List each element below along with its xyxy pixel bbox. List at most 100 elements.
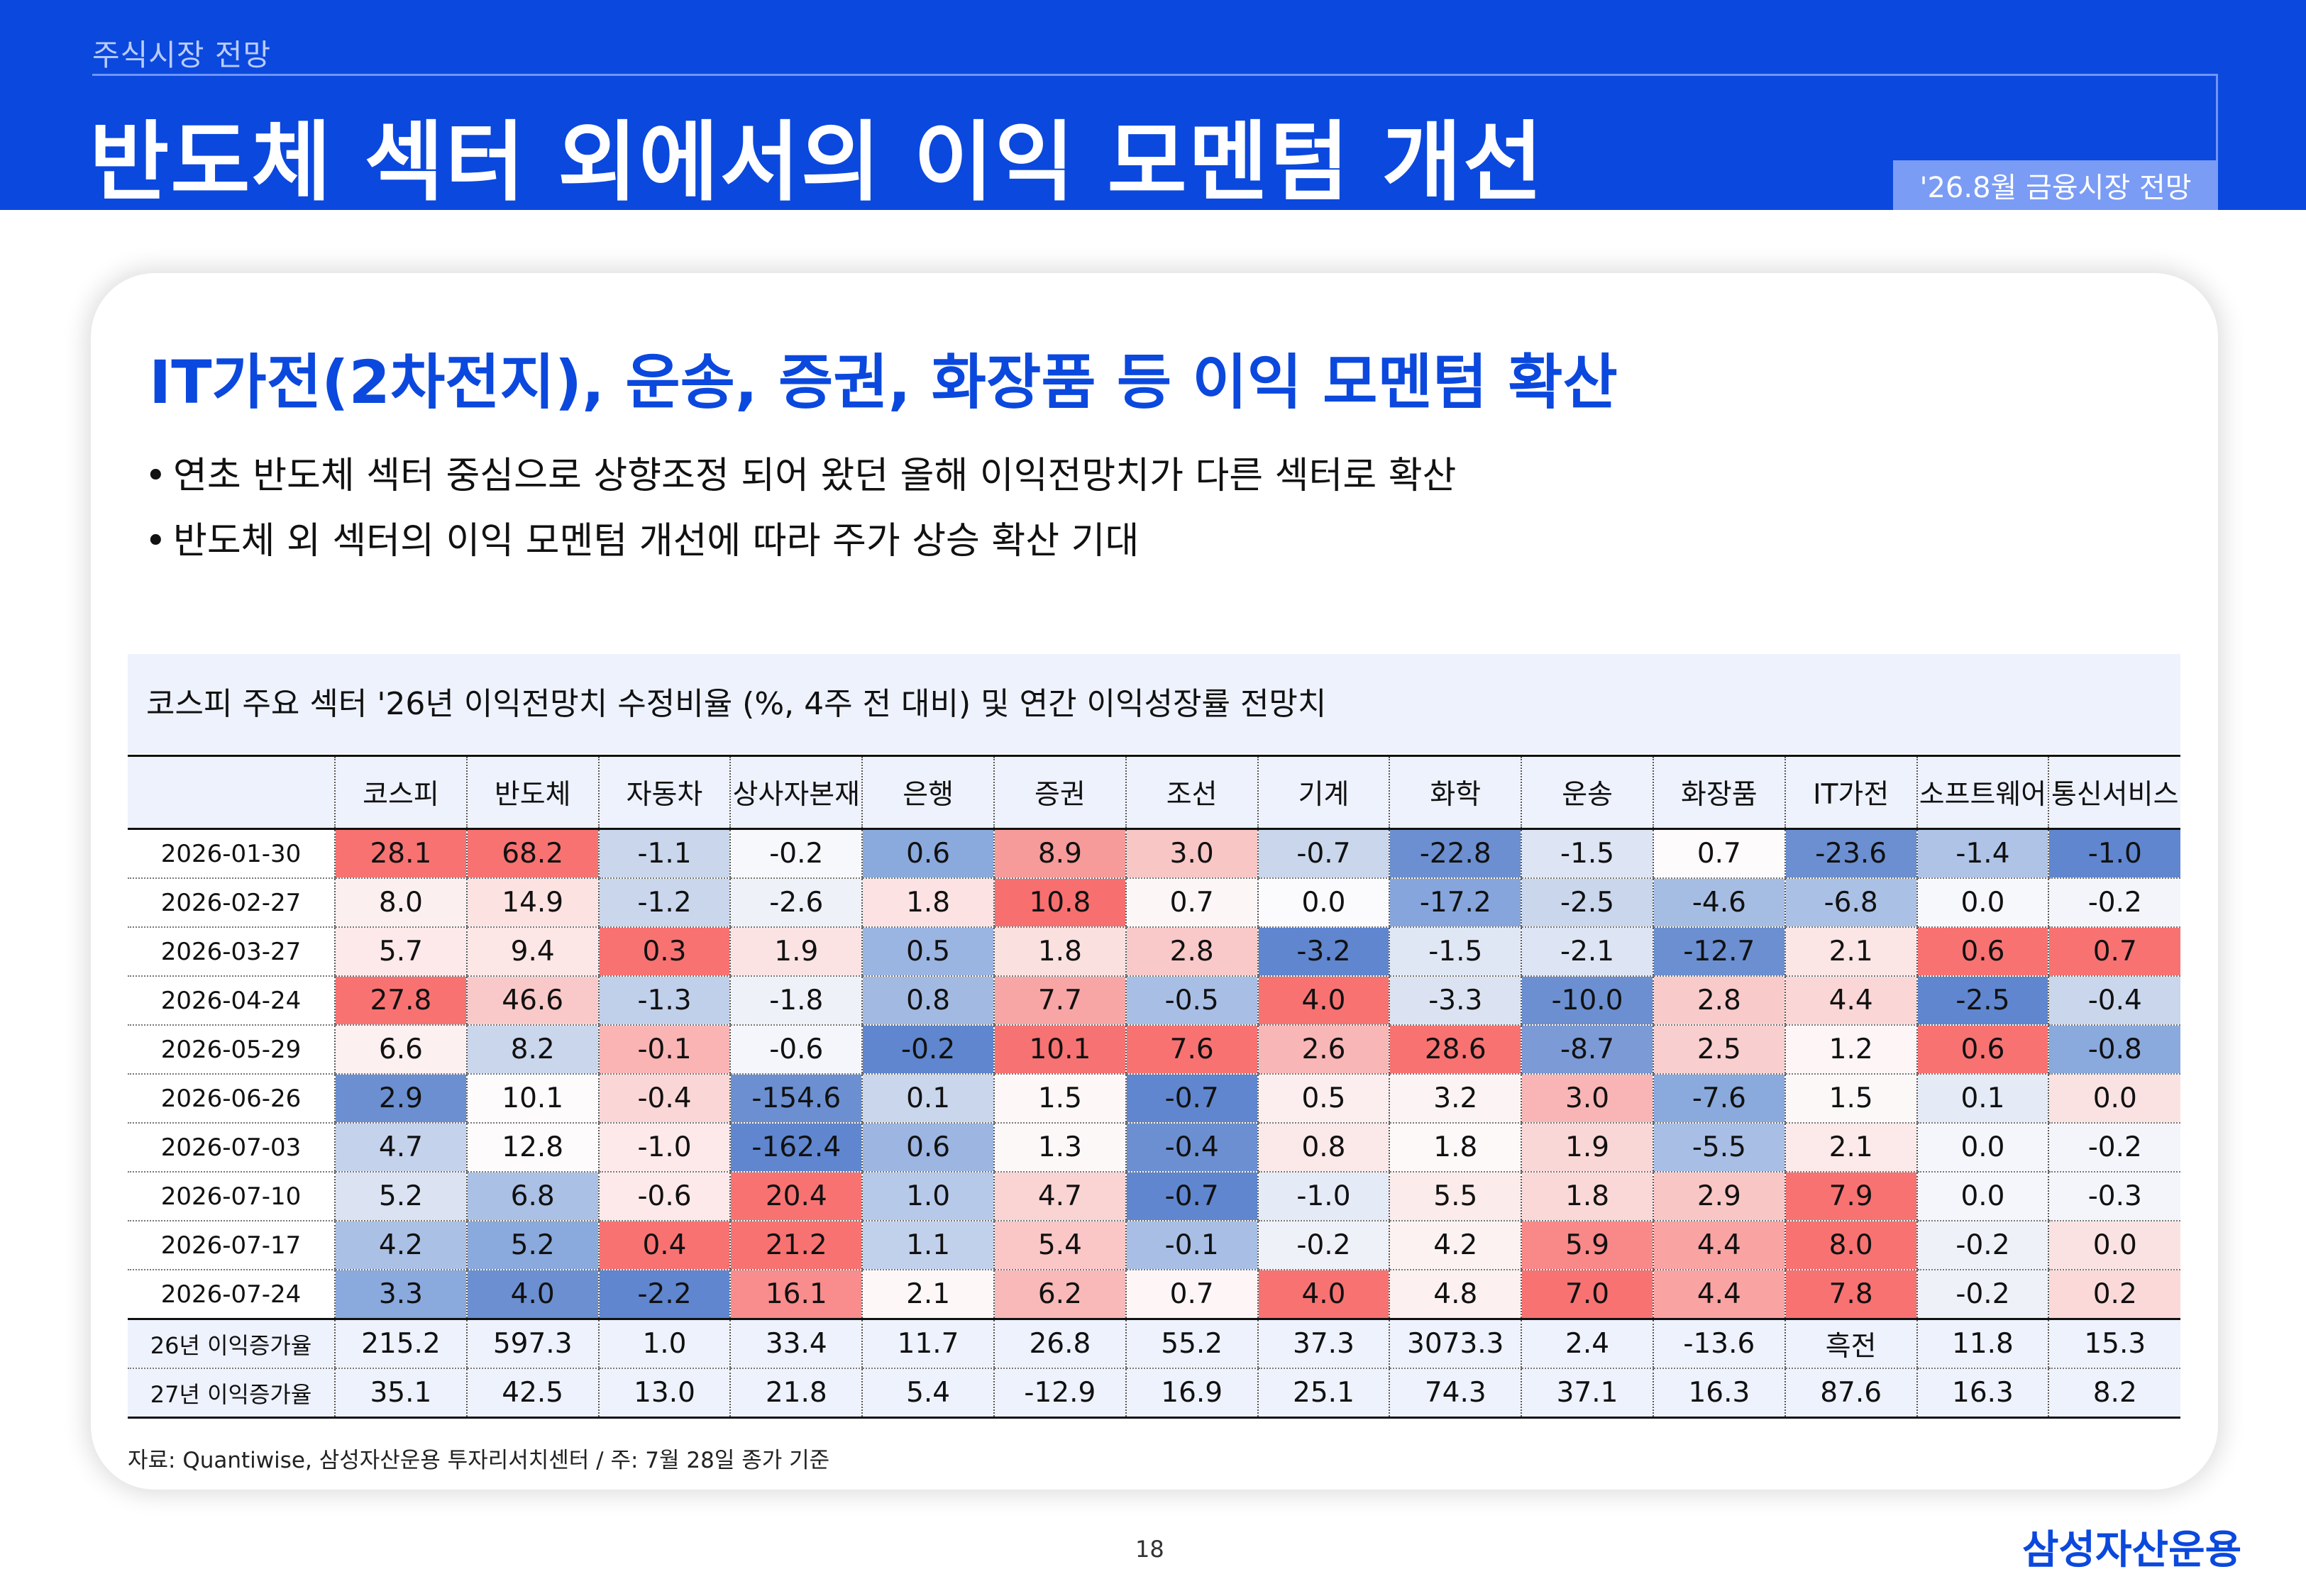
value-cell: 9.4 bbox=[465, 927, 599, 977]
value-cell: 27.8 bbox=[334, 976, 467, 1026]
value-cell: -4.6 bbox=[1652, 878, 1785, 928]
value-cell: 0.4 bbox=[597, 1221, 731, 1270]
value-cell: 4.8 bbox=[1389, 1270, 1522, 1320]
value-cell: 0.1 bbox=[861, 1074, 994, 1124]
value-cell: 1.5 bbox=[993, 1074, 1126, 1124]
value-cell: 0.0 bbox=[2048, 1221, 2181, 1270]
value-cell: 1.8 bbox=[1389, 1123, 1522, 1173]
value-cell: -0.4 bbox=[597, 1074, 731, 1124]
table-row: 2026-02-27 8.0 14.9 -1.2 -2.6 1.8 10.8 0.7 0.0 -1… bbox=[128, 878, 2181, 928]
value-cell: -1.0 bbox=[597, 1123, 731, 1173]
value-cell: -1.0 bbox=[2048, 829, 2181, 879]
value-cell: 2.8 bbox=[1125, 927, 1258, 977]
value-cell: 3.0 bbox=[1125, 829, 1258, 879]
bullet-dot: • bbox=[145, 520, 167, 563]
value-cell: -0.1 bbox=[1125, 1221, 1258, 1270]
value-cell: 0.0 bbox=[2048, 1074, 2181, 1124]
value-cell: 4.4 bbox=[1784, 976, 1917, 1026]
value-cell: -13.6 bbox=[1652, 1318, 1785, 1369]
value-cell: 0.7 bbox=[1125, 878, 1258, 928]
value-cell: -2.2 bbox=[597, 1270, 731, 1320]
header-corner-cell bbox=[128, 755, 335, 830]
value-cell: 0.7 bbox=[1125, 1270, 1258, 1320]
value-cell: 42.5 bbox=[465, 1368, 599, 1419]
table-row: 2026-05-29 6.6 8.2 -0.1 -0.6 -0.2 10.1 7.6 2.6 28… bbox=[128, 1025, 2181, 1075]
table-row: 2026-07-10 5.2 6.8 -0.6 20.4 1.0 4.7 -0.7 -1.0 5.… bbox=[128, 1172, 2181, 1221]
value-cell: -1.2 bbox=[597, 878, 731, 928]
value-cell: 6.6 bbox=[334, 1025, 467, 1075]
value-cell: 1.5 bbox=[1784, 1074, 1917, 1124]
value-cell: 0.6 bbox=[861, 1123, 994, 1173]
card-subtitle: IT가전(2차전지), 운송, 증권, 화장품 등 이익 모멘텀 확산 bbox=[149, 348, 1618, 417]
value-cell: -12.7 bbox=[1652, 927, 1785, 977]
value-cell: 2.1 bbox=[861, 1270, 994, 1320]
value-cell: 16.9 bbox=[1125, 1368, 1258, 1419]
value-cell: 10.1 bbox=[465, 1074, 599, 1124]
source-note: 자료: Quantiwise, 삼성자산운용 투자리서치센터 / 주: 7월 2… bbox=[128, 1448, 830, 1473]
value-cell: 10.1 bbox=[993, 1025, 1126, 1075]
value-cell: 13.0 bbox=[597, 1368, 731, 1419]
value-cell: -5.5 bbox=[1652, 1123, 1785, 1173]
page-title: 반도체 섹터 외에서의 이익 모멘텀 개선 bbox=[89, 112, 1545, 213]
summary-label: 26년 이익증가율 bbox=[128, 1318, 335, 1369]
value-cell: 1.0 bbox=[597, 1318, 731, 1369]
column-header: 상사자본재 bbox=[729, 755, 863, 830]
value-cell: 5.9 bbox=[1521, 1221, 1653, 1270]
value-cell: 0.6 bbox=[861, 829, 994, 879]
value-cell: -3.2 bbox=[1257, 927, 1390, 977]
value-cell: -0.6 bbox=[729, 1025, 863, 1075]
value-cell: -0.5 bbox=[1125, 976, 1258, 1026]
value-cell: 0.0 bbox=[1257, 878, 1390, 928]
value-cell: 26.8 bbox=[993, 1318, 1126, 1369]
edition-badge: '26.8월 금융시장 전망 bbox=[1893, 160, 2218, 210]
column-header: 자동차 bbox=[597, 755, 731, 830]
value-cell: -2.5 bbox=[1521, 878, 1653, 928]
value-cell: 5.2 bbox=[334, 1172, 467, 1221]
value-cell: 2.1 bbox=[1784, 927, 1917, 977]
value-cell: -0.2 bbox=[1916, 1270, 2049, 1320]
value-cell: -10.0 bbox=[1521, 976, 1653, 1026]
table-row: 2026-07-03 4.7 12.8 -1.0 -162.4 0.6 1.3 -0.4 0.8… bbox=[128, 1123, 2181, 1173]
value-cell: 5.2 bbox=[465, 1221, 599, 1270]
table-body: 2026-01-30 28.1 68.2 -1.1 -0.2 0.6 8.9 3.0 -0.7-… bbox=[128, 829, 2181, 1419]
value-cell: 3.3 bbox=[334, 1270, 467, 1320]
value-cell: 7.8 bbox=[1784, 1270, 1917, 1320]
value-cell: 4.7 bbox=[993, 1172, 1126, 1221]
bullet-text: 반도체 외 섹터의 이익 모멘텀 개선에 따라 주가 상승 확산 기대 bbox=[173, 520, 1140, 563]
value-cell: 4.7 bbox=[334, 1123, 467, 1173]
column-header: 코스피 bbox=[334, 755, 467, 830]
value-cell: -1.4 bbox=[1916, 829, 2049, 879]
header-divider-vertical bbox=[2216, 74, 2218, 166]
value-cell: -22.8 bbox=[1389, 829, 1522, 879]
value-cell: 2.1 bbox=[1784, 1123, 1917, 1173]
value-cell: 16.1 bbox=[729, 1270, 863, 1320]
summary-row: 27년 이익증가율 35.1 42.5 13.0 21.8 5.4 -12.9 16.9 25.… bbox=[128, 1368, 2181, 1419]
value-cell: 0.1 bbox=[1916, 1074, 2049, 1124]
date-cell: 2026-06-26 bbox=[128, 1074, 335, 1124]
value-cell: -154.6 bbox=[729, 1074, 863, 1124]
table-row: 2026-01-30 28.1 68.2 -1.1 -0.2 0.6 8.9 3.0 -0.7-… bbox=[128, 829, 2181, 879]
column-header: 기계 bbox=[1257, 755, 1390, 830]
value-cell: 3.0 bbox=[1521, 1074, 1653, 1124]
company-logo: 삼성자산운용 bbox=[2022, 1527, 2242, 1573]
value-cell: 21.8 bbox=[729, 1368, 863, 1419]
value-cell: 0.6 bbox=[1916, 1025, 2049, 1075]
value-cell: -7.6 bbox=[1652, 1074, 1785, 1124]
value-cell: 2.6 bbox=[1257, 1025, 1390, 1075]
column-header: 증권 bbox=[993, 755, 1126, 830]
column-header: 운송 bbox=[1521, 755, 1653, 830]
value-cell: 68.2 bbox=[465, 829, 599, 879]
earnings-revision-table: 코스피 반도체 자동차 상사자본재 은행 증권 조선 기계 화학 운송 화장품 IT가전 소프트웨어 통신… bbox=[128, 755, 2181, 1419]
date-cell: 2026-07-17 bbox=[128, 1221, 335, 1270]
value-cell: 0.5 bbox=[1257, 1074, 1390, 1124]
value-cell: -23.6 bbox=[1784, 829, 1917, 879]
value-cell: -1.5 bbox=[1521, 829, 1653, 879]
value-cell: 37.1 bbox=[1521, 1368, 1653, 1419]
value-cell: 7.9 bbox=[1784, 1172, 1917, 1221]
value-cell: 597.3 bbox=[465, 1318, 599, 1369]
date-cell: 2026-02-27 bbox=[128, 878, 335, 928]
value-cell: 5.4 bbox=[993, 1221, 1126, 1270]
value-cell: -0.7 bbox=[1257, 829, 1390, 879]
value-cell: 4.0 bbox=[465, 1270, 599, 1320]
value-cell: 0.6 bbox=[1916, 927, 2049, 977]
